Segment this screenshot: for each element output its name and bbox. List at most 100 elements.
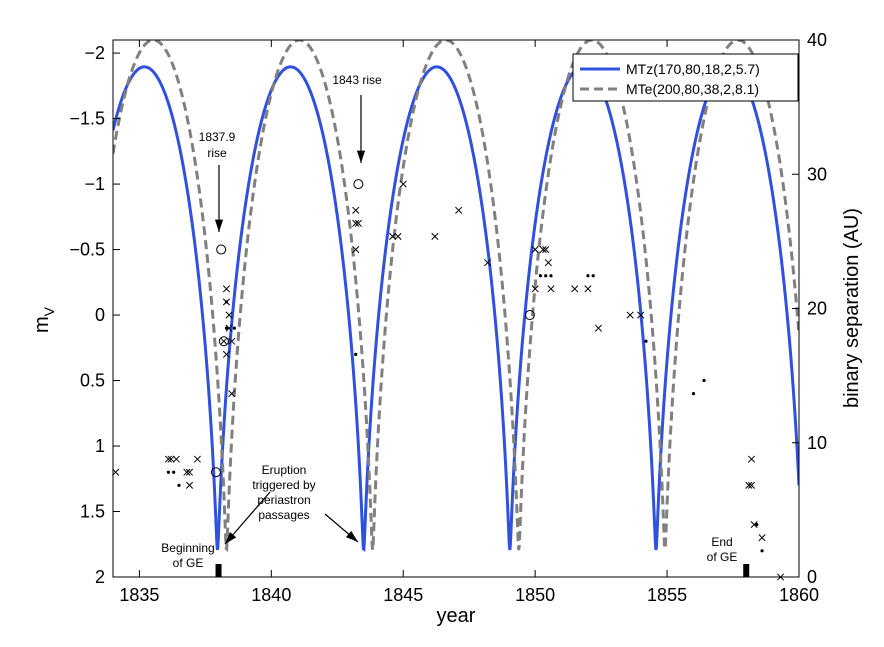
observation-cross [394,232,402,241]
y-tick-label: 0.5 [80,371,105,391]
x-tick-label: 1845 [383,585,423,605]
legend-box [572,53,799,102]
observation-dot [549,274,553,278]
observation-cross [225,311,233,319]
x-axis-label: year [437,605,476,627]
legend-label-mtz: MTz(170,80,18,2,5.7) [626,61,760,77]
observation-cross [750,521,758,529]
event-marker-bar [215,564,222,577]
observation-otimes-cross [220,337,228,345]
x-tick-label: 1835 [119,585,159,605]
observation-cross [225,324,233,332]
legend-label-mte: MTe(200,80,38,2,8.1) [626,81,759,97]
observation-cross [745,481,753,489]
observation-dot [591,274,595,278]
annotation-arrow-head [345,530,358,542]
observation-dot [544,274,548,278]
observation-cross [758,534,766,542]
y-tick-label: 1.5 [80,502,105,522]
observation-cross [544,259,552,267]
observation-dot [224,300,229,304]
y-tick-label: 2 [95,567,105,587]
observation-cross [399,180,407,188]
axes-layer: 1835 1840 1845 1850 1855 1860 2 1.5 1 0.5 0 −0.5 −1 −… [69,30,827,605]
annotation-arrow-head [356,150,366,163]
observation-cross [164,455,172,463]
observation-cross [547,285,555,293]
annotation-line: periastron [257,493,310,507]
observation-dot [755,523,759,527]
observation-otimes-circle [218,336,229,347]
observation-cross [389,232,397,241]
event-marker-bar [743,564,750,577]
y-axis-label-subscript: V [41,306,57,316]
y-tick-label: −0.5 [69,240,105,260]
observation-cross [352,219,360,227]
observation-cross [431,232,439,241]
observation-cross [626,311,634,319]
x-tick-label: 1855 [647,585,687,605]
observation-cross [637,311,645,319]
observation-cross [222,350,231,358]
annotation-rise1843: 1843 rise [332,73,382,87]
observation-cross [455,206,463,214]
observation-cross [185,468,194,476]
observation-circle [210,467,221,478]
annotation-beginning: Beginning of GE [161,541,214,570]
observation-dot [224,326,229,330]
observation-circle [353,179,364,190]
y2-tick-label: 10 [807,433,827,453]
annotation-line: 1837.9 [199,130,236,144]
observation-cross [112,468,120,476]
observation-cross [542,246,550,254]
annotation-line: of GE [707,550,738,564]
observation-dot [691,392,696,396]
observation-cross [747,481,756,489]
observation-cross [354,219,362,227]
annotation-line: of GE [173,556,204,570]
annotation-line: rise [207,146,227,160]
annotation-line: End [711,535,732,549]
observation-dot [702,378,706,383]
observation-cross [747,455,756,463]
y-axis-label: mV [31,306,57,333]
y-tick-label: −2 [84,43,105,63]
observation-cross [352,206,360,214]
observation-dot [586,274,590,278]
annotation-line: Eruption [262,463,307,477]
observation-dot [538,274,543,278]
observation-cross [183,468,191,476]
observation-cross [352,246,360,254]
observation-cross [185,481,194,489]
annotation-arrow-head [225,531,237,544]
observation-dot [760,549,764,553]
observation-cross [228,337,236,345]
y-tick-label: 1 [95,436,105,456]
observation-dot [354,352,358,356]
observation-cross [167,455,175,463]
observation-dot [177,483,181,487]
y2-axis-label: binary separation (AU) [841,208,863,408]
series-mte-line [113,40,799,553]
observation-cross [228,390,236,398]
y-tick-label: 0 [95,305,105,325]
observation-dot [644,339,648,343]
observation-circle [524,310,535,321]
observation-cross [172,455,180,463]
observation-cross [584,285,592,293]
observation-cross [531,285,539,293]
observation-cross [571,285,579,293]
annotation-line: Beginning [161,541,214,555]
observation-cross [594,324,603,332]
x-tick-label: 1850 [515,585,555,605]
annotation-line: 1843 rise [332,73,382,87]
annotation-rise1837: 1837.9 rise [199,130,236,160]
observation-cross [222,285,231,293]
x-tick-label: 1840 [251,585,291,605]
annotation-line: passages [258,508,309,522]
observation-cross [193,455,201,463]
observation-circle [216,244,227,255]
y2-tick-label: 30 [807,164,827,184]
